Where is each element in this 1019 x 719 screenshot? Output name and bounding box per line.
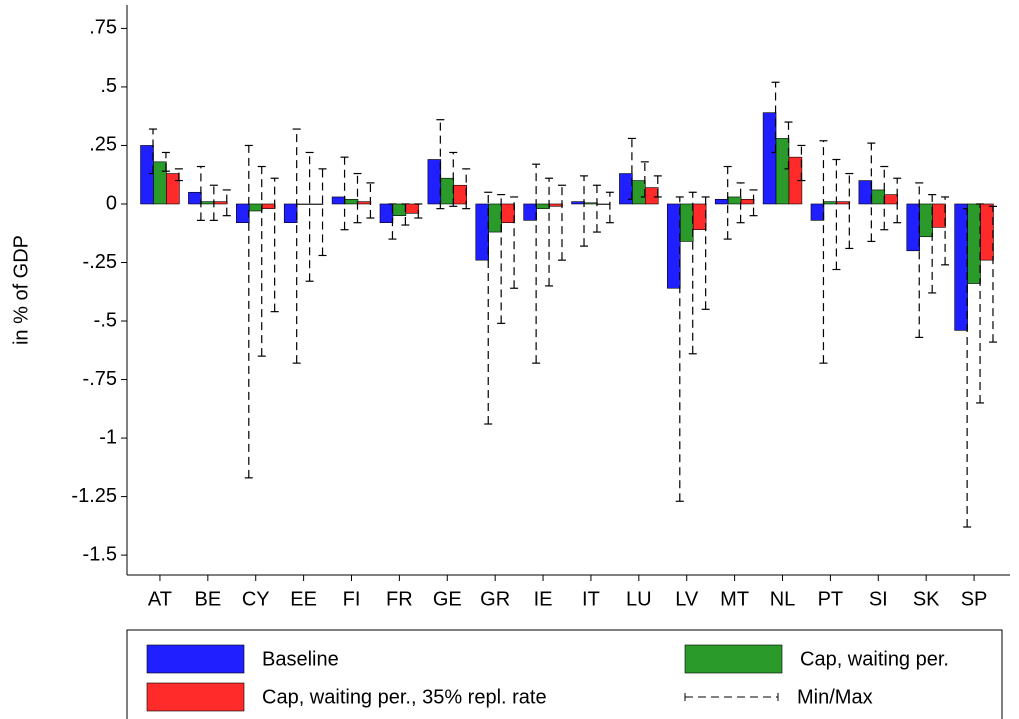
legend-swatch: [146, 644, 245, 674]
bar: [248, 203, 263, 212]
bar: [871, 189, 886, 205]
legend-label: Cap, waiting per., 35% repl. rate: [262, 686, 547, 708]
bar: [775, 138, 790, 205]
x-tick-label: FI: [343, 588, 361, 610]
y-tick-label: -1.5: [83, 543, 117, 565]
bar: [331, 196, 346, 205]
bar: [344, 198, 359, 205]
y-tick-label: -.75: [83, 368, 117, 390]
y-tick-label: -1.25: [71, 485, 117, 507]
x-tick-label: LV: [675, 588, 699, 610]
bar: [692, 203, 707, 231]
bar: [858, 180, 873, 205]
bar: [644, 187, 659, 205]
x-tick-label: EE: [290, 588, 317, 610]
bar: [188, 191, 202, 205]
x-tick-label: IT: [582, 588, 600, 610]
bar: [536, 203, 550, 209]
bar: [488, 203, 502, 233]
x-tick-label: AT: [148, 588, 172, 610]
y-tick-label: .75: [89, 17, 117, 39]
x-tick-label: BE: [194, 588, 221, 610]
y-tick-label: -.25: [83, 251, 117, 273]
bar: [140, 145, 154, 205]
bar: [906, 203, 921, 252]
bar: [810, 203, 825, 221]
bar: [740, 198, 755, 205]
bar: [762, 112, 777, 205]
x-tick-label: IE: [534, 588, 553, 610]
bar: [584, 202, 598, 205]
bar: [296, 203, 311, 205]
y-axis-label: in % of GDP: [10, 235, 32, 345]
bar: [919, 203, 933, 238]
bar: [714, 198, 729, 205]
bar: [261, 203, 276, 209]
x-tick-label: PT: [818, 588, 844, 610]
bar: [405, 203, 420, 214]
bar: [213, 201, 228, 205]
legend-swatch: [146, 682, 245, 712]
legend-label: Baseline: [262, 648, 339, 670]
x-tick-label: CY: [242, 588, 270, 610]
bar: [379, 203, 394, 224]
bar: [679, 203, 694, 242]
bar: [309, 203, 324, 205]
y-tick-label: -1: [99, 426, 117, 448]
bar: [823, 201, 838, 205]
bar: [501, 203, 515, 224]
x-tick-label: GR: [480, 588, 510, 610]
x-tick-label: SI: [869, 588, 888, 610]
bar: [392, 203, 407, 216]
bar: [597, 203, 611, 205]
bar: [283, 203, 298, 224]
bar: [954, 203, 968, 331]
bar: [571, 201, 585, 205]
bar: [667, 203, 681, 289]
x-tick-label: SK: [913, 588, 940, 610]
x-tick-label: NL: [770, 588, 796, 610]
legend: [126, 629, 1003, 719]
y-tick-label: .25: [89, 134, 117, 156]
x-tick-label: SP: [961, 588, 988, 610]
bar: [440, 177, 455, 205]
x-tick-label: GE: [433, 588, 462, 610]
y-tick-label: 0: [106, 192, 117, 214]
bar: [727, 196, 742, 205]
bar: [549, 203, 563, 207]
legend-label: Cap, waiting per.: [800, 648, 949, 670]
bar: [166, 173, 180, 205]
bar: [967, 203, 981, 284]
bar: [201, 201, 215, 205]
bar: [427, 159, 442, 205]
x-tick-label: MT: [720, 588, 749, 610]
legend-swatch: [684, 644, 783, 674]
x-tick-label: FR: [386, 588, 413, 610]
bar: [153, 161, 167, 205]
bar: [980, 203, 994, 261]
bar: [632, 180, 646, 205]
y-tick-label: -.5: [94, 309, 117, 331]
bar: [236, 203, 250, 224]
bar: [453, 184, 467, 205]
bar: [357, 201, 372, 205]
bar: [884, 194, 898, 205]
bar: [932, 203, 946, 228]
x-tick-label: LU: [626, 588, 652, 610]
bar: [475, 203, 490, 261]
bar: [836, 201, 851, 205]
y-tick-label: .5: [100, 75, 117, 97]
legend-label: Min/Max: [797, 686, 873, 708]
bar: [523, 203, 537, 221]
